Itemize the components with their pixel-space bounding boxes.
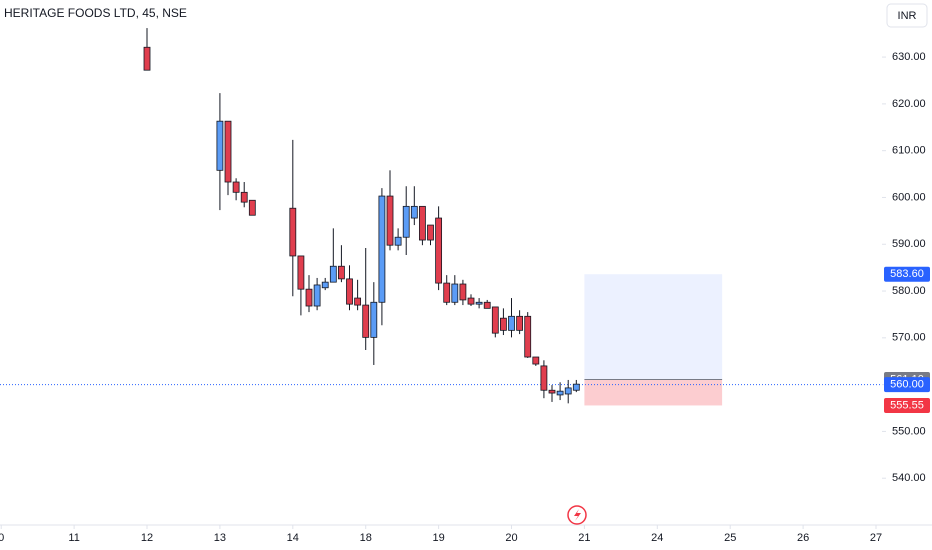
candle-body — [459, 283, 467, 301]
x-tick-label: 11 — [68, 532, 79, 544]
x-tick-label: 0 — [0, 532, 4, 544]
candle-body — [346, 278, 353, 305]
candle-body — [378, 195, 386, 303]
candle-body — [556, 390, 564, 396]
candle-body — [370, 301, 378, 338]
candle-body — [305, 288, 313, 307]
candle-body — [427, 224, 434, 241]
candle-body — [500, 317, 507, 331]
candle-body — [467, 297, 475, 305]
candle-body — [532, 356, 540, 365]
stop-tag — [884, 397, 930, 413]
candle-body — [338, 265, 345, 280]
candle-body — [572, 383, 580, 391]
y-tick-label: 570.00 — [892, 332, 926, 344]
candle-body — [419, 205, 426, 241]
candle-body — [240, 191, 248, 203]
y-tick-label: 620.00 — [892, 98, 926, 110]
candle-body — [362, 304, 370, 338]
candle-body — [443, 282, 451, 303]
candle-body — [451, 283, 459, 303]
last-price-tag — [884, 377, 930, 393]
candle-body — [248, 199, 256, 216]
x-tick-label: 20 — [505, 532, 517, 544]
x-tick-label: 14 — [287, 532, 299, 544]
candle-body — [297, 255, 305, 290]
x-tick-label: 18 — [360, 532, 372, 544]
y-tick-label: 580.00 — [892, 285, 926, 297]
currency-button[interactable] — [886, 3, 928, 28]
candle-body — [386, 195, 394, 246]
x-tick-label: 25 — [724, 532, 736, 544]
candle-body — [516, 315, 524, 331]
y-tick-label: 610.00 — [892, 145, 926, 157]
y-tick-label: 630.00 — [892, 51, 926, 63]
profit-zone — [584, 274, 723, 380]
x-tick-label: 19 — [432, 532, 444, 544]
x-tick-label: 24 — [651, 532, 663, 544]
y-tick-label: 550.00 — [892, 425, 926, 437]
x-tick-label: 13 — [214, 532, 226, 544]
chart-title: HERITAGE FOODS LTD, 45, NSE — [4, 6, 187, 20]
candle-body — [143, 46, 151, 71]
y-tick-label: 600.00 — [892, 191, 926, 203]
candle-body — [540, 365, 548, 391]
candle-body — [329, 265, 337, 283]
candle-body — [402, 205, 410, 238]
candle-body — [564, 387, 572, 395]
currency[interactable]: INR — [898, 10, 917, 22]
x-tick-label: 26 — [797, 532, 809, 544]
last-price-label: 560.00 — [890, 379, 924, 391]
candle-body — [475, 301, 483, 305]
candle-body — [483, 301, 491, 309]
candle-body — [232, 181, 240, 193]
candle-body — [321, 281, 329, 289]
x-tick-label: 27 — [870, 532, 882, 544]
candle-body — [224, 120, 232, 183]
x-tick-label: 21 — [578, 532, 590, 544]
y-tick-label: 540.00 — [892, 472, 926, 484]
candle-body — [354, 297, 362, 306]
candle-body — [508, 315, 515, 331]
stop-label: 555.55 — [890, 399, 924, 411]
candle-body — [289, 207, 297, 257]
candle-body — [410, 205, 418, 219]
target-label: 583.60 — [890, 268, 924, 280]
candle-body — [216, 120, 224, 171]
candle-body — [548, 389, 556, 394]
replay-icon — [567, 505, 587, 525]
x-tick-label: 12 — [141, 532, 153, 544]
candle-body — [313, 284, 321, 307]
loss-zone — [584, 379, 723, 406]
y-tick-label: 590.00 — [892, 238, 926, 250]
target-tag — [884, 266, 930, 282]
candle-body — [524, 315, 532, 358]
candle-body — [394, 236, 402, 246]
candle-body — [435, 217, 443, 284]
candle-body — [491, 306, 499, 334]
